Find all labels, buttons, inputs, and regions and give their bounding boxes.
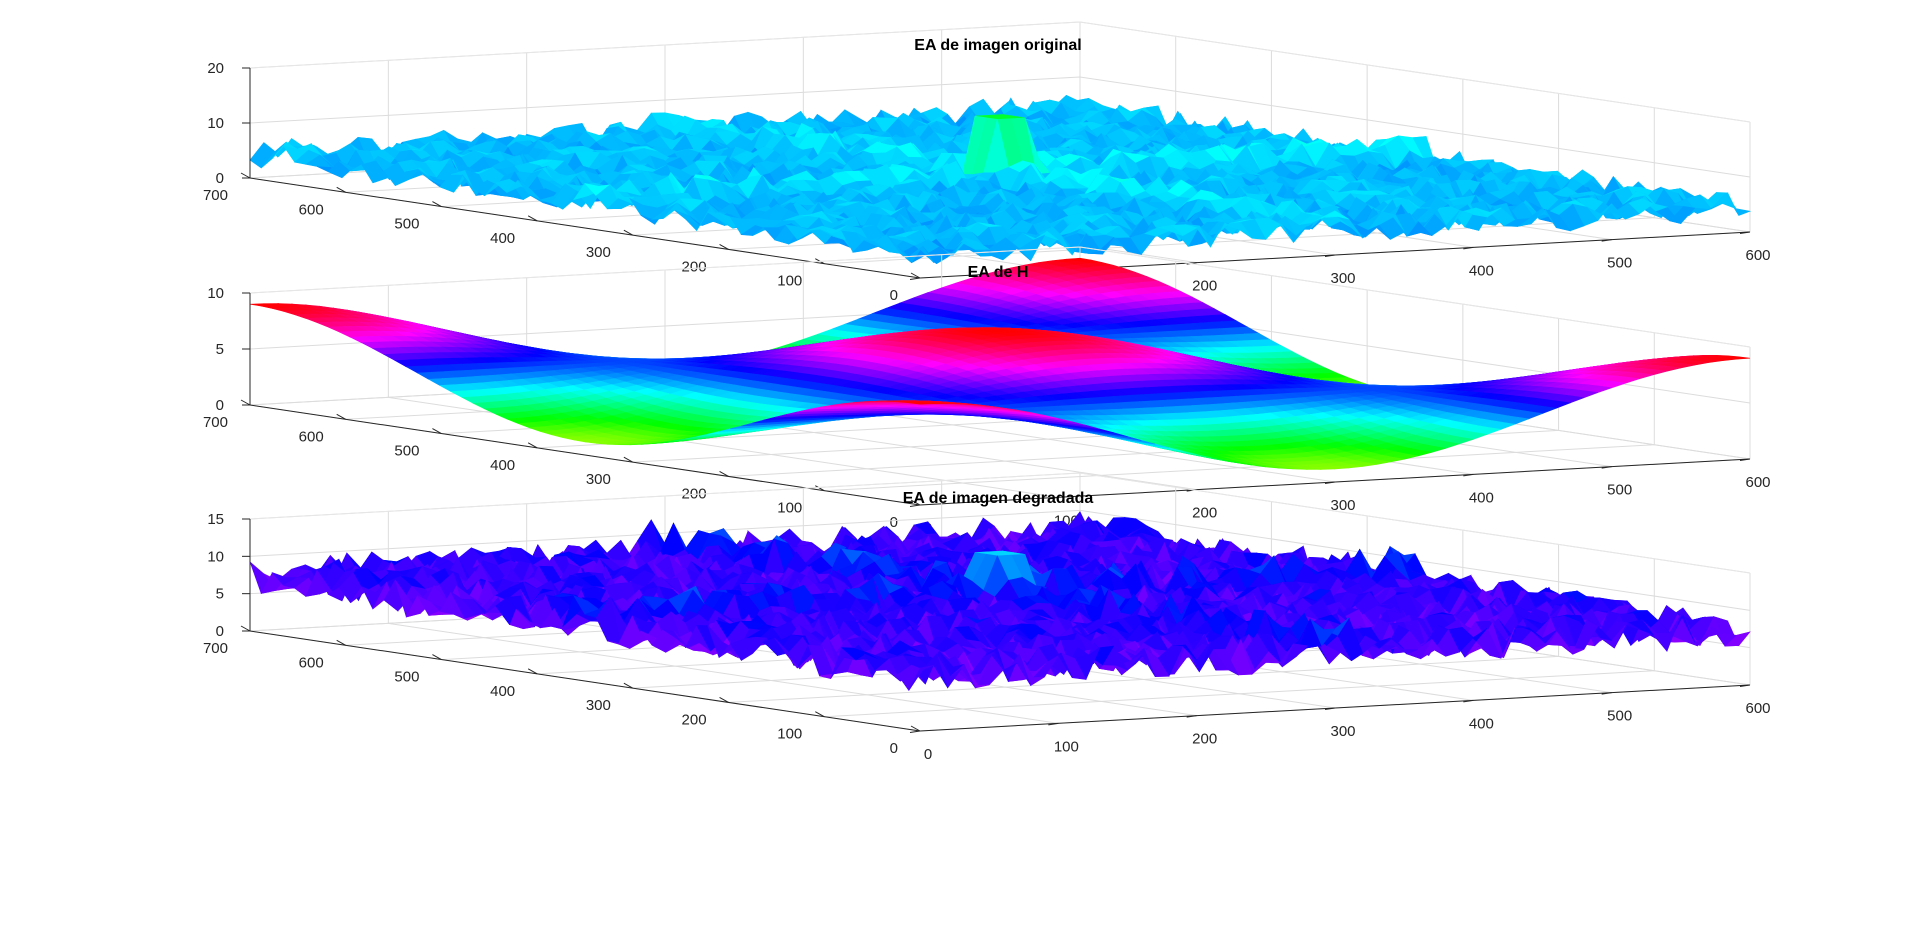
- x-tick-label: 200: [1192, 278, 1217, 295]
- z-tick-label: 0: [216, 170, 224, 187]
- y-tick-label: 700: [203, 187, 228, 204]
- surface-mesh: [249, 94, 1752, 264]
- y-tick-label: 300: [586, 244, 611, 261]
- subplot-ea-imagen-original: 0100200300400500600010020030040050060070…: [203, 21, 1771, 310]
- z-tick-label: 10: [207, 115, 224, 132]
- box-top-edge: [249, 21, 1751, 123]
- y-tick-label: 200: [682, 258, 707, 275]
- y-tick-label: 100: [777, 273, 802, 290]
- subplot-title: EA de imagen original: [914, 37, 1081, 54]
- y-tick-label: 400: [490, 230, 515, 247]
- y-tick-label: 600: [299, 201, 324, 218]
- x-tick-mark: [909, 277, 921, 280]
- y-tick-mark: [240, 172, 251, 179]
- x-tick-label: 400: [1469, 262, 1494, 279]
- surface-facet: [249, 142, 276, 169]
- z-tick-label: 20: [207, 60, 224, 77]
- x-tick-label: 600: [1745, 247, 1770, 264]
- y-tick-label: 0: [890, 287, 898, 304]
- surface-mesh: [249, 257, 1751, 470]
- x-tick-label: 500: [1607, 255, 1632, 272]
- y-tick-label: 500: [394, 216, 419, 233]
